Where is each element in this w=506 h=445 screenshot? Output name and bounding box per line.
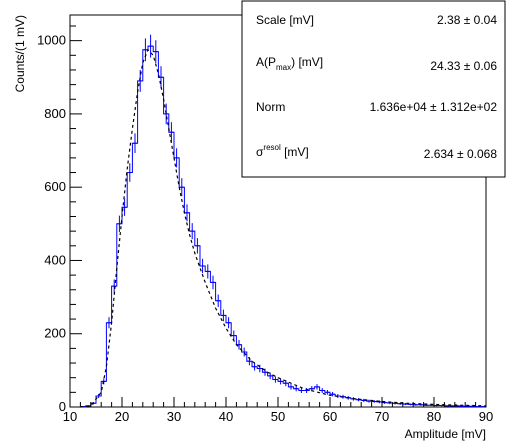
x-tick-label: 60	[323, 409, 337, 424]
y-tick-label: 800	[44, 106, 66, 121]
stats-apmax-label: A(Pmax) [mV]	[256, 55, 323, 72]
axes: 10 20 30 40 50 60 70 80 90 0 200 400 600 800 1000	[37, 25, 493, 424]
x-tick-label: 10	[63, 409, 77, 424]
stats-sigma-value: 2.634 ± 0.068	[424, 147, 498, 161]
y-tick-label: 200	[44, 326, 66, 341]
x-tick-label: 50	[271, 409, 285, 424]
stats-apmax-label-main: A(P	[256, 55, 276, 69]
y-tick-label: 0	[59, 399, 66, 414]
histogram-marks	[70, 34, 487, 408]
stats-scale-value: 2.38 ± 0.04	[437, 13, 497, 27]
stats-norm-value: 1.636e+04 ± 1.312e+02	[370, 100, 498, 114]
stats-sigma-label: σresol [mV]	[256, 143, 309, 159]
stats-apmax-value: 24.33 ± 0.06	[430, 59, 497, 73]
y-tick-label: 400	[44, 252, 66, 267]
y-axis-title: Counts/(1 mV)	[13, 15, 27, 92]
stats-norm-label: Norm	[256, 100, 285, 114]
stats-sigma-label-main: σ	[256, 145, 264, 159]
stats-box: Scale [mV] 2.38 ± 0.04 A(Pmax) [mV] 24.3…	[241, 0, 506, 178]
x-tick-label: 40	[219, 409, 233, 424]
y-tick-label: 600	[44, 179, 66, 194]
x-tick-label: 80	[427, 409, 441, 424]
stats-scale-label: Scale [mV]	[256, 13, 314, 27]
stats-apmax-label-sub: max	[276, 63, 291, 72]
stats-sigma-label-sup: resol	[263, 143, 281, 152]
x-tick-label: 30	[167, 409, 181, 424]
x-tick-label: 20	[115, 409, 129, 424]
x-tick-label: 90	[479, 409, 493, 424]
stats-sigma-label-tail: [mV]	[281, 145, 309, 159]
x-axis-title: Amplitude [mV]	[405, 427, 486, 441]
stats-apmax-label-tail: ) [mV]	[291, 55, 323, 69]
x-tick-label: 70	[375, 409, 389, 424]
fit-curve	[80, 48, 487, 408]
y-tick-label: 1000	[37, 33, 66, 48]
stats-box-frame	[241, 0, 506, 178]
